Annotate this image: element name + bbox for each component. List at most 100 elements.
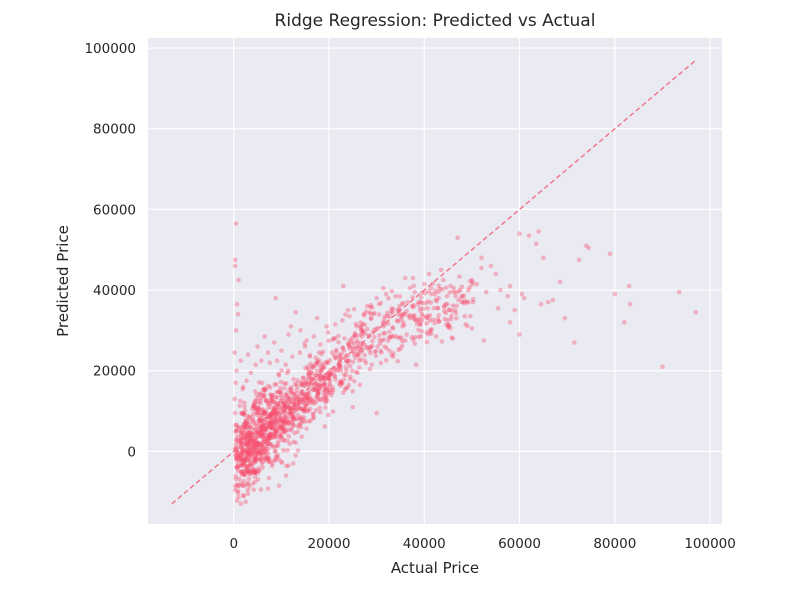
data-point xyxy=(333,335,338,341)
data-point xyxy=(356,352,361,357)
chart-title: Ridge Regression: Predicted vs Actual xyxy=(275,11,596,31)
data-point xyxy=(436,283,442,288)
data-point xyxy=(307,354,313,359)
data-point xyxy=(382,313,388,319)
data-point xyxy=(287,411,293,416)
data-point xyxy=(300,406,306,412)
data-point xyxy=(238,437,244,442)
data-point xyxy=(277,418,283,424)
data-point xyxy=(398,346,403,351)
data-point xyxy=(295,412,301,418)
data-point xyxy=(303,394,308,400)
data-point xyxy=(324,359,329,365)
data-point xyxy=(238,429,244,435)
data-point xyxy=(259,423,265,429)
y-tick-label: 60000 xyxy=(93,202,136,218)
data-point xyxy=(309,365,315,370)
data-point xyxy=(252,474,258,480)
data-point xyxy=(238,411,244,416)
data-point xyxy=(247,446,253,451)
data-point xyxy=(288,405,293,410)
data-point xyxy=(305,395,310,401)
data-point xyxy=(314,316,320,321)
data-point xyxy=(276,402,282,408)
data-point xyxy=(301,375,306,381)
data-point xyxy=(312,363,318,369)
data-point xyxy=(259,442,264,448)
data-point xyxy=(306,376,311,382)
data-point xyxy=(462,298,468,304)
data-point xyxy=(314,360,320,365)
data-point xyxy=(364,326,370,332)
data-point xyxy=(465,323,470,329)
data-point xyxy=(262,410,268,416)
data-point xyxy=(290,414,295,420)
data-point xyxy=(316,383,322,388)
data-point xyxy=(249,452,255,458)
data-point xyxy=(315,390,320,396)
data-point xyxy=(301,397,306,403)
data-point xyxy=(330,389,335,395)
data-point xyxy=(233,221,239,226)
data-point xyxy=(281,448,286,453)
data-point xyxy=(307,396,312,402)
data-point xyxy=(627,301,633,307)
data-point xyxy=(266,458,271,464)
data-point xyxy=(260,449,266,455)
data-point xyxy=(268,411,274,417)
data-point xyxy=(251,418,256,424)
data-point xyxy=(326,387,331,393)
data-point xyxy=(412,313,417,318)
data-point xyxy=(250,417,256,423)
data-point xyxy=(297,416,303,421)
data-point xyxy=(296,399,302,404)
data-point xyxy=(422,290,428,296)
data-point xyxy=(280,423,285,428)
data-point xyxy=(255,410,260,416)
data-point xyxy=(238,480,244,486)
data-point xyxy=(311,411,316,417)
data-point xyxy=(269,426,274,431)
data-point xyxy=(368,344,374,350)
data-point xyxy=(246,468,251,474)
data-point xyxy=(247,436,253,441)
data-point xyxy=(390,350,396,356)
data-point xyxy=(344,368,349,374)
data-point xyxy=(245,352,251,357)
data-point xyxy=(242,464,248,469)
data-point xyxy=(259,432,265,437)
data-point xyxy=(260,387,266,392)
data-point xyxy=(336,353,341,359)
data-point xyxy=(257,468,262,473)
data-point xyxy=(267,421,272,426)
data-point xyxy=(338,383,343,388)
data-point xyxy=(288,406,293,411)
data-point xyxy=(350,359,356,365)
data-point xyxy=(426,271,432,277)
data-point xyxy=(396,347,401,353)
data-point xyxy=(345,340,351,346)
data-point xyxy=(284,370,290,376)
data-point xyxy=(311,415,317,420)
data-point xyxy=(440,286,445,292)
data-point xyxy=(370,330,375,335)
data-point xyxy=(266,435,272,441)
data-point xyxy=(299,381,304,386)
data-point xyxy=(417,305,423,311)
data-point xyxy=(234,301,240,307)
data-point xyxy=(351,306,357,312)
data-point xyxy=(356,358,362,363)
data-point xyxy=(318,342,323,347)
data-point xyxy=(233,422,238,428)
data-point xyxy=(244,457,250,463)
data-point xyxy=(317,396,323,402)
data-point xyxy=(385,338,391,343)
data-point xyxy=(399,301,405,306)
data-point xyxy=(275,400,281,406)
data-point xyxy=(306,419,311,424)
data-point xyxy=(323,405,328,410)
data-point xyxy=(235,438,240,443)
data-point xyxy=(269,393,275,399)
data-point xyxy=(381,330,386,336)
